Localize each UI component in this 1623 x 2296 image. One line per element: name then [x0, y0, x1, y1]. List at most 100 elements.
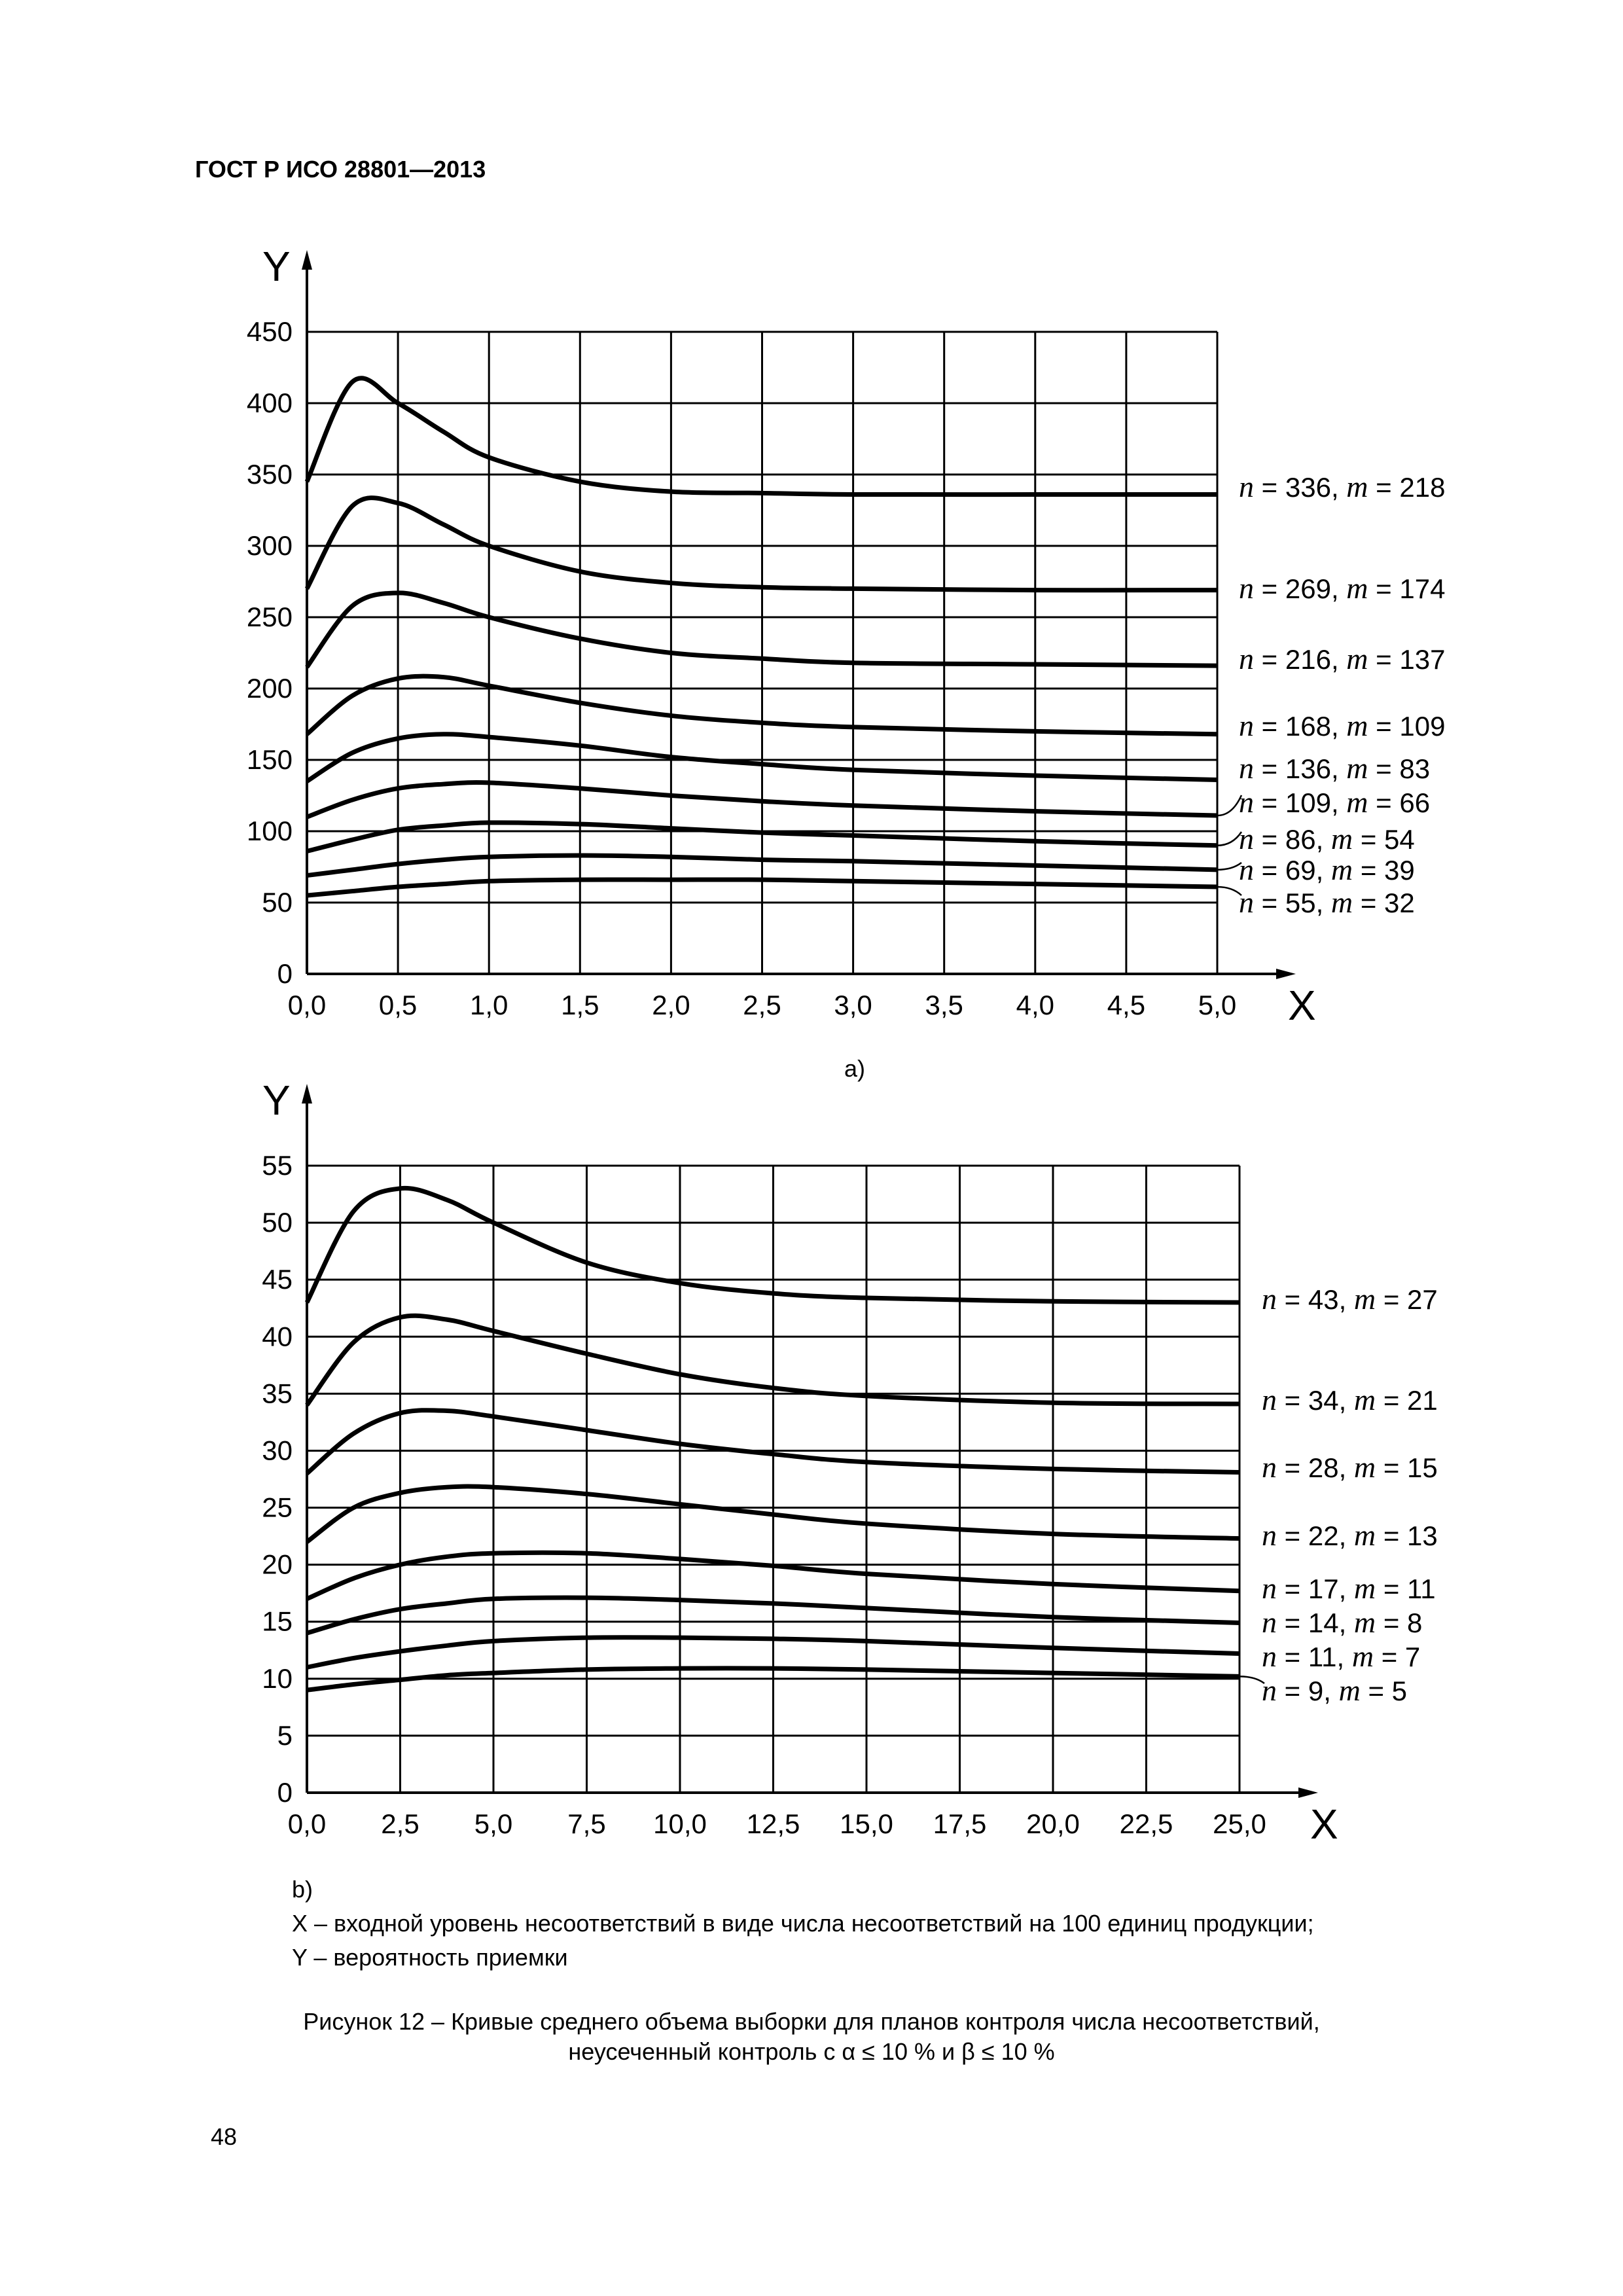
label-part: = 174: [1368, 573, 1446, 604]
x-tick-label: 1,5: [561, 990, 599, 1020]
label-part: m: [1354, 1605, 1376, 1639]
legend-x-description: X – входной уровень несоответствий в вид…: [292, 1910, 1314, 1937]
y-tick-label: 40: [262, 1321, 293, 1352]
chart-a: 0,0 0,5 1,0 1,5 2,0 2,5 3,0 3,5 4,0 4,5 5,0 0 50 100 1…: [247, 243, 1446, 1029]
label-part: n: [1239, 642, 1254, 675]
curve-label-n269: n = 269, m = 174: [1239, 571, 1445, 605]
curve-n14: [306, 1595, 1240, 1636]
page-number: 48: [211, 2123, 238, 2150]
x-tick-label: 17,5: [933, 1808, 987, 1839]
label-part: n: [1262, 1383, 1277, 1416]
label-part: m: [1354, 1282, 1376, 1316]
curve-label-n336: n = 336, m = 218: [1239, 470, 1445, 503]
label-part: m: [1346, 785, 1368, 819]
curve-label-n109: n = 109, m = 66: [1239, 785, 1430, 819]
label-part: = 136,: [1254, 753, 1346, 784]
label-part: m: [1339, 1674, 1361, 1707]
label-part: n: [1239, 470, 1254, 503]
y-tick-label: 350: [247, 459, 293, 490]
curve-n216: [305, 590, 1218, 669]
curve-label-n55: n = 55, m = 32: [1239, 886, 1415, 919]
x-axis-label: X: [1288, 982, 1316, 1029]
label-part: m: [1346, 642, 1368, 675]
label-part: = 17,: [1277, 1573, 1354, 1604]
curve-label-n136: n = 136, m = 83: [1239, 751, 1430, 785]
y-tick-label: 45: [262, 1264, 293, 1295]
label-part: n: [1239, 822, 1254, 855]
label-part: n: [1239, 886, 1254, 919]
label-part: = 14,: [1277, 1607, 1354, 1638]
x-tick-label: 15,0: [840, 1808, 893, 1839]
y-tick-label: 200: [247, 673, 293, 704]
curve-n136: [306, 732, 1218, 783]
label-part: = 8: [1376, 1607, 1422, 1638]
curve-label-n14: n = 14, m = 8: [1262, 1605, 1422, 1639]
label-part: = 22,: [1277, 1520, 1354, 1551]
x-tick-label: 4,0: [1016, 990, 1054, 1020]
label-part: n: [1239, 853, 1254, 886]
curve-label-n86: n = 86, m = 54: [1239, 822, 1415, 855]
chart-b: 0,0 2,5 5,0 7,5 10,0 12,5 15,0 17,5 20,0 22,5 25,0…: [262, 1077, 1437, 1848]
x-axis-arrow-icon: [1298, 1787, 1318, 1798]
x-tick-label: 0,0: [288, 1808, 326, 1839]
curve-n43: [304, 1185, 1240, 1305]
y-tick-label: 55: [262, 1150, 293, 1181]
curve-n109: [306, 780, 1218, 819]
curve-label-n34: n = 34, m = 21: [1262, 1383, 1438, 1416]
label-part: n: [1239, 785, 1254, 819]
curve-n9: [306, 1666, 1240, 1693]
label-part: = 86,: [1254, 824, 1331, 855]
x-tick-label: 3,0: [834, 990, 872, 1020]
label-part: = 32: [1353, 888, 1415, 918]
curve-n86: [306, 820, 1218, 853]
y-tick-label: 0: [277, 958, 293, 989]
label-part: n: [1262, 1518, 1277, 1552]
label-leader-line: [1239, 1676, 1265, 1685]
label-part: n: [1239, 751, 1254, 785]
label-part: = 39: [1353, 855, 1415, 886]
x-tick-label: 4,5: [1107, 990, 1145, 1020]
label-part: = 83: [1368, 753, 1431, 784]
label-part: m: [1331, 886, 1353, 919]
x-tick-label: 3,5: [925, 990, 963, 1020]
document-header: ГОСТ Р ИСО 28801—2013: [195, 156, 486, 183]
label-part: = 7: [1374, 1641, 1420, 1672]
y-tick-label: 450: [247, 316, 293, 347]
curve-n22: [305, 1484, 1240, 1544]
x-tick-label: 5,0: [474, 1808, 512, 1839]
label-part: = 109,: [1254, 787, 1346, 818]
x-tick-label: 5,0: [1198, 990, 1236, 1020]
curve-n34: [305, 1313, 1240, 1407]
x-tick-label: 25,0: [1213, 1808, 1266, 1839]
label-part: m: [1352, 1640, 1374, 1673]
y-axis-label: Y: [262, 243, 291, 290]
label-part: m: [1354, 1518, 1376, 1552]
x-tick-label: 2,5: [743, 990, 781, 1020]
label-part: = 11,: [1277, 1641, 1352, 1672]
subfigure-label-b: b): [292, 1876, 313, 1903]
x-tick-label: 7,5: [567, 1808, 605, 1839]
y-tick-label: 15: [262, 1606, 293, 1637]
subfigure-label-a: a): [844, 1055, 866, 1082]
curve-label-n17: n = 17, m = 11: [1262, 1571, 1436, 1605]
y-tick-label: 50: [262, 1207, 293, 1238]
label-part: n: [1262, 1450, 1277, 1484]
label-part: = 269,: [1254, 573, 1346, 604]
label-part: = 55,: [1254, 888, 1331, 918]
curve-n17: [306, 1550, 1240, 1602]
label-part: n: [1262, 1282, 1277, 1316]
label-part: = 218: [1368, 472, 1446, 503]
curve-label-n22: n = 22, m = 13: [1262, 1518, 1438, 1552]
label-part: = 28,: [1277, 1452, 1354, 1483]
x-axis-label: X: [1310, 1801, 1338, 1848]
x-tick-label: 0,0: [288, 990, 326, 1020]
y-tick-label: 35: [262, 1378, 293, 1408]
curve-n69: [306, 853, 1218, 878]
legend-y-description: Y – вероятность приемки: [292, 1944, 568, 1971]
label-part: = 5: [1361, 1676, 1407, 1706]
label-leader-line: [1217, 795, 1243, 817]
y-tick-label: 150: [247, 744, 293, 775]
y-tick-label: 30: [262, 1435, 293, 1465]
label-part: m: [1331, 853, 1353, 886]
